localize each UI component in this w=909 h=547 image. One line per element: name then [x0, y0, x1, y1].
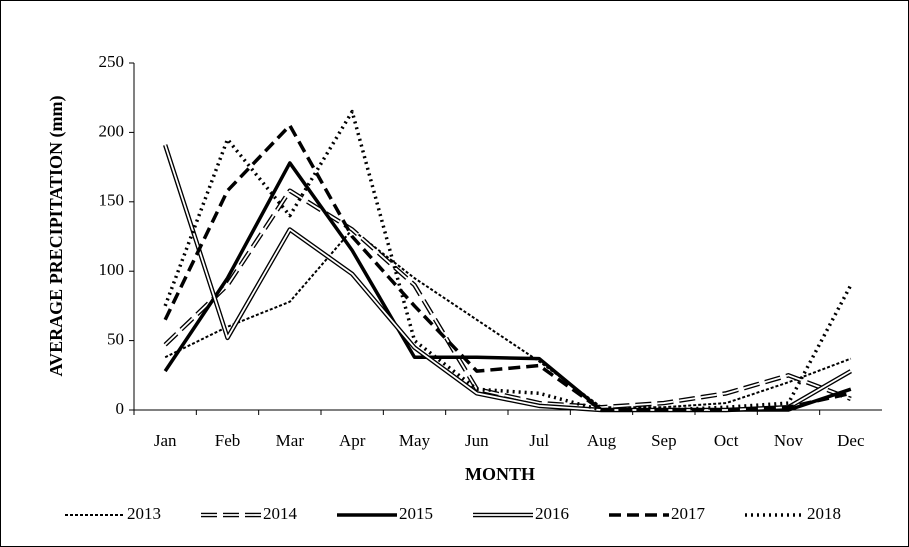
- x-tick-label: May: [399, 431, 431, 450]
- x-tick-label: Apr: [339, 431, 366, 450]
- y-tick-label: 0: [116, 399, 125, 418]
- legend-label: 2016: [535, 504, 569, 523]
- x-tick-label: Dec: [837, 431, 865, 450]
- x-tick-label: Aug: [587, 431, 617, 450]
- legend-label: 2018: [807, 504, 841, 523]
- y-tick-label: 100: [99, 260, 125, 279]
- y-tick-label: 150: [99, 191, 125, 210]
- legend-label: 2013: [127, 504, 161, 523]
- x-tick-label: Mar: [276, 431, 305, 450]
- x-axis-title: MONTH: [465, 464, 535, 484]
- legend-label: 2017: [671, 504, 706, 523]
- x-tick-label: Nov: [774, 431, 804, 450]
- x-tick-label: Jan: [154, 431, 177, 450]
- series-line: [164, 189, 852, 409]
- series-line: [163, 123, 852, 412]
- x-tick-label: Sep: [651, 431, 677, 450]
- x-tick-label: Jun: [465, 431, 489, 450]
- y-axis-title: AVERAGE PRECIPITATION (mm): [46, 95, 67, 376]
- x-tick-label: Feb: [215, 431, 241, 450]
- y-tick-label: 250: [99, 52, 125, 71]
- series-line: [163, 109, 853, 412]
- y-tick-label: 200: [99, 121, 125, 140]
- x-tick-label: Oct: [714, 431, 739, 450]
- y-tick-label: 50: [107, 330, 124, 349]
- legend-label: 2014: [263, 504, 298, 523]
- x-tick-label: Jul: [529, 431, 549, 450]
- series-line: [164, 228, 852, 409]
- legend-label: 2015: [399, 504, 433, 523]
